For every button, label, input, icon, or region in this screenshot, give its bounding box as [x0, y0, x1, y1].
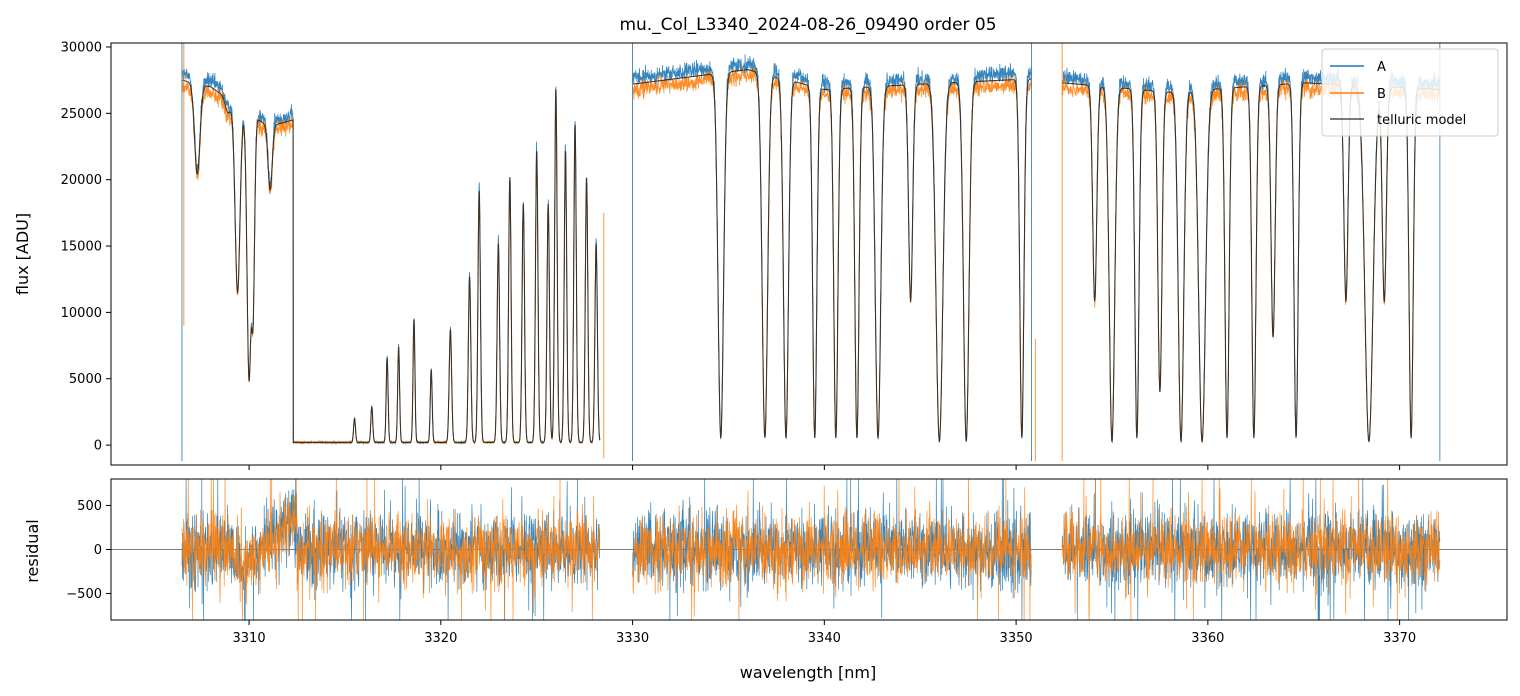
residual-x-tick-label: 3370: [1383, 631, 1416, 646]
residual-x-tick-label: 3320: [424, 631, 457, 646]
flux-line-a-segment-1: [632, 54, 1032, 442]
residual-x-ticks: 3310 3320 3330 3340 3350 3360 3370: [233, 620, 1416, 646]
flux-x-ticks: [248, 465, 1401, 470]
flux-y-tick-label: 30000: [61, 40, 102, 55]
legend-label-b: B: [1377, 87, 1386, 102]
legend: A B telluric model: [1321, 48, 1499, 137]
flux-panel: 0 5000 10000 15000 20000 25000 30000 flux [ADU…: [13, 40, 1508, 470]
flux-y-axis-label: flux [ADU]: [13, 213, 32, 295]
residual-y-tick-label: 500: [77, 499, 102, 514]
residual-y-tick-label: 0: [94, 543, 102, 558]
residual-x-tick-label: 3340: [808, 631, 841, 646]
residual-x-tick-label: 3330: [616, 631, 649, 646]
flux-y-tick-label: 0: [94, 439, 102, 454]
flux-panel-frame: [110, 42, 1508, 466]
legend-label-a: A: [1377, 60, 1386, 75]
flux-y-tick-label: 25000: [61, 107, 102, 122]
residual-x-tick-label: 3310: [233, 631, 266, 646]
x-axis-label: wavelength [nm]: [740, 663, 877, 682]
flux-y-tick-label: 20000: [61, 173, 102, 188]
residual-line-b-segment-1: [632, 478, 1032, 621]
legend-label-model: telluric model: [1377, 113, 1466, 128]
residual-y-axis-label: residual: [23, 519, 42, 582]
residual-y-ticks: −500 0 500: [66, 499, 111, 602]
flux-line-telluric-model-segment-0: [181, 79, 601, 443]
flux-line-telluric-model-segment-1: [632, 68, 1032, 443]
residual-y-tick-label: −500: [66, 587, 102, 602]
flux-line-a-segment-0: [181, 68, 601, 446]
residual-x-tick-label: 3360: [1191, 631, 1224, 646]
flux-traces: [181, 43, 1441, 462]
residual-line-b-segment-2: [1061, 478, 1441, 621]
residual-panel: −500 0 500 3310 3320 3330 3340 3350 3360 3370 re…: [23, 478, 1508, 682]
flux-y-tick-label: 10000: [61, 306, 102, 321]
flux-line-telluric-model-segment-2: [1062, 82, 1440, 444]
flux-y-ticks: 0 5000 10000 15000 20000 25000 30000: [61, 40, 111, 454]
residual-traces: [111, 478, 1507, 621]
flux-y-tick-label: 5000: [69, 372, 102, 387]
chart-title: mu._Col_L3340_2024-08-26_09490 order 05: [619, 15, 996, 35]
residual-x-tick-label: 3350: [1000, 631, 1033, 646]
residual-line-b-segment-0: [181, 478, 601, 621]
legend-box: [1321, 48, 1499, 137]
flux-y-tick-label: 15000: [61, 240, 102, 255]
